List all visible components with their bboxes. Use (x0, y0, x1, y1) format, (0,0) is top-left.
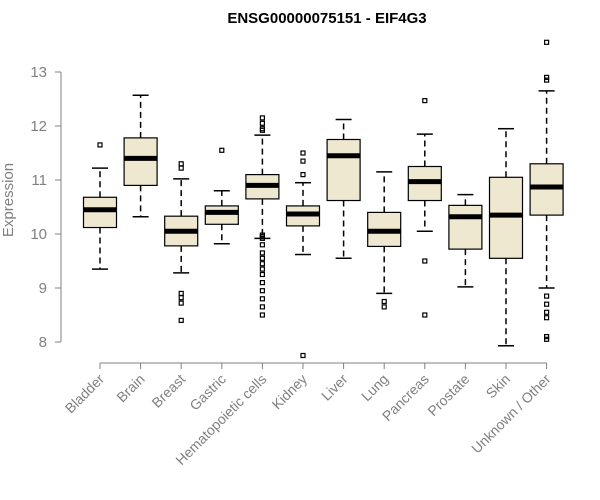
outlier-point (259, 242, 265, 248)
y-tick-label: 13 (30, 64, 47, 81)
outlier-point (543, 77, 550, 83)
outlier-point (543, 336, 550, 342)
box (488, 176, 524, 259)
outlier-point (259, 250, 265, 256)
x-tick-label: Bladder (62, 371, 108, 417)
outlier-point (259, 115, 265, 121)
y-tick-label: 9 (39, 280, 47, 297)
outlier-point (259, 120, 265, 126)
outlier-point (259, 296, 265, 302)
x-tick-label: Kidney (269, 371, 311, 413)
outlier-point (178, 295, 184, 301)
outlier-point (422, 98, 428, 104)
outlier-point (543, 293, 550, 299)
outlier-point (422, 258, 428, 264)
outlier-point (543, 39, 550, 45)
outlier-point (259, 271, 265, 278)
x-tick-label: Lung (358, 371, 391, 404)
box (204, 205, 239, 225)
box-group (448, 193, 483, 288)
box-group (164, 161, 199, 323)
y-tick-label: 8 (39, 334, 47, 351)
box (82, 196, 118, 229)
outlier-point (259, 288, 265, 294)
y-tick-label: 12 (30, 118, 47, 135)
x-tick-label: Breast (148, 371, 188, 411)
y-tick-label: 10 (30, 226, 47, 243)
y-axis-label: Expression (0, 163, 17, 237)
outlier-point (259, 266, 265, 272)
box-group (285, 150, 321, 359)
box-group (82, 142, 118, 270)
outlier-point (300, 172, 306, 178)
outlier-point (178, 300, 184, 306)
x-tick-label: Liver (318, 371, 351, 404)
box-group (488, 127, 524, 347)
outlier-point (543, 74, 550, 81)
outlier-point (178, 161, 184, 167)
box-group (245, 115, 280, 318)
boxes (82, 39, 564, 359)
box (326, 138, 361, 202)
box-group (529, 39, 564, 342)
outlier-point (543, 334, 550, 340)
box-group (123, 94, 158, 218)
outlier-point (381, 304, 387, 310)
outlier-point (97, 142, 103, 148)
outlier-point (259, 235, 265, 241)
x-tick-label: Brain (113, 371, 147, 405)
box (123, 137, 158, 187)
x-tick-label: Skin (483, 371, 514, 402)
outlier-point (178, 290, 184, 296)
outlier-point (219, 147, 225, 153)
outlier-point (259, 127, 265, 133)
x-tick-label: Prostate (424, 371, 472, 419)
outlier-point (543, 309, 550, 315)
outlier-point (178, 165, 184, 171)
chart-title: ENSG00000075151 - EIF4G3 (227, 10, 426, 27)
outlier-point (259, 261, 265, 267)
box-group (204, 147, 239, 245)
box-group (367, 171, 402, 310)
outlier-point (259, 255, 265, 261)
box-group (326, 118, 361, 260)
outlier-point (259, 312, 265, 318)
outlier-point (300, 158, 306, 164)
y-tick-label: 11 (31, 172, 47, 189)
outlier-point (422, 312, 428, 318)
outlier-point (300, 352, 306, 359)
outlier-point (543, 301, 550, 307)
outlier-point (259, 304, 265, 310)
y-axis: 8 9 10 11 12 13 (30, 64, 62, 351)
box-group (407, 98, 442, 318)
box (448, 204, 483, 250)
outlier-point (178, 317, 184, 323)
outlier-point (381, 298, 387, 305)
outlier-point (259, 280, 265, 286)
outlier-point (300, 150, 306, 156)
outlier-point (543, 315, 550, 321)
